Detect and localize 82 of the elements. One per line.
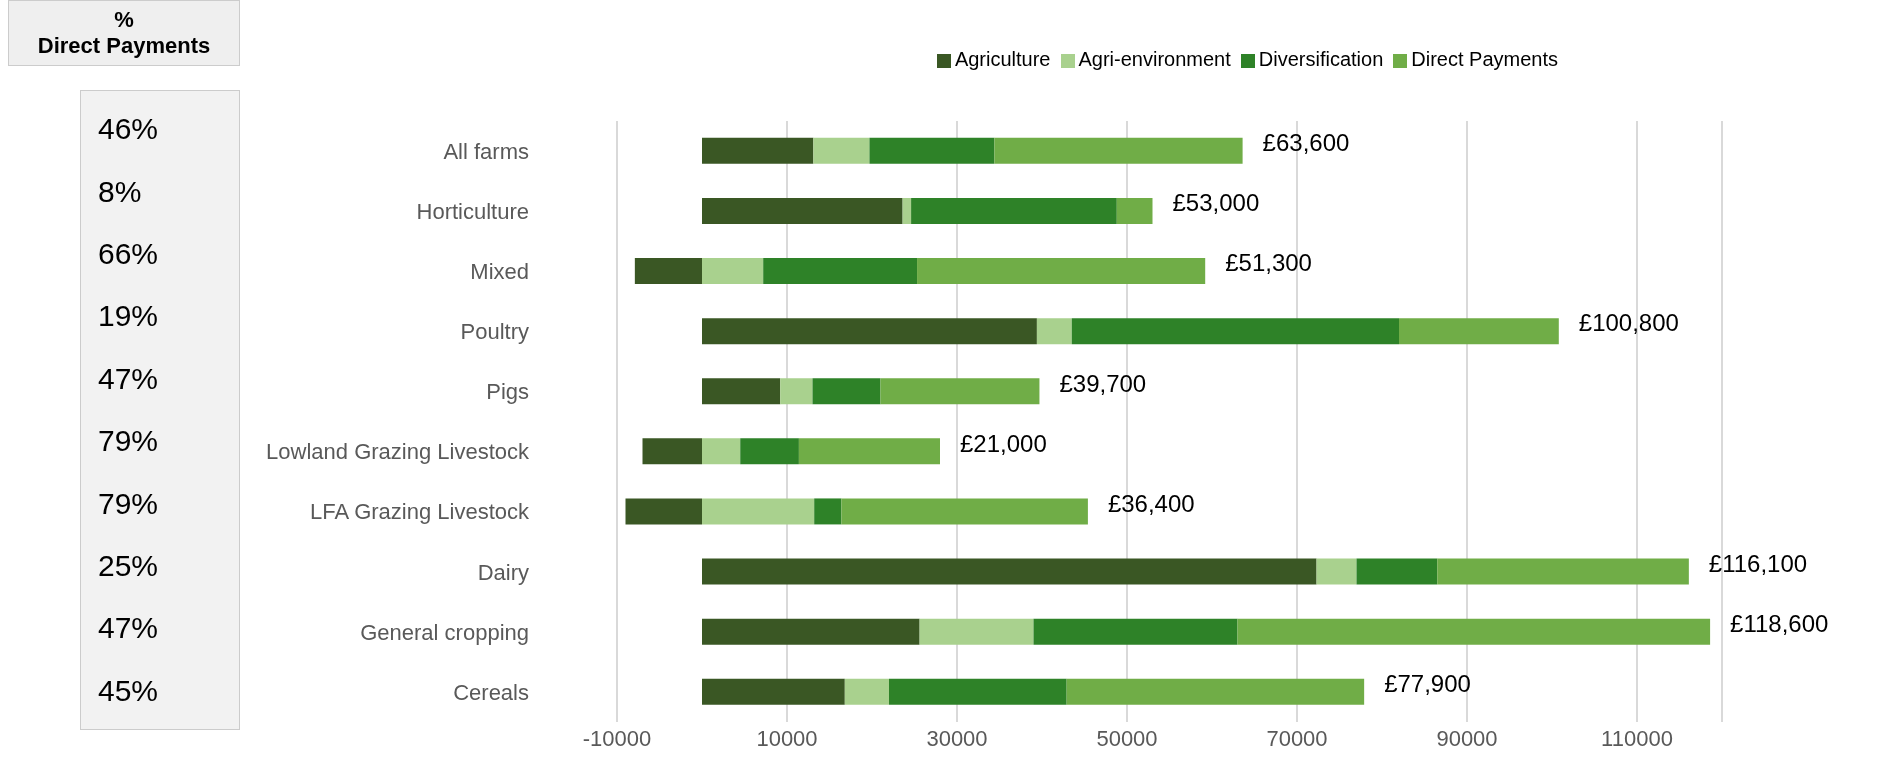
bar	[1116, 197, 1153, 224]
y-tick-label: All farms	[443, 138, 529, 164]
bar	[1036, 318, 1072, 345]
x-tick-label: 70000	[1266, 725, 1328, 751]
x-tick-label: 30000	[926, 725, 988, 751]
y-tick-label: Mixed	[470, 259, 529, 285]
bar	[813, 137, 870, 164]
bar	[642, 438, 702, 465]
total-label: £36,400	[1107, 489, 1195, 517]
bar	[841, 498, 1088, 525]
bar	[1066, 678, 1365, 705]
total-label: £39,700	[1059, 369, 1147, 397]
bar	[889, 678, 1067, 705]
y-tick-label: LFA Grazing Livestock	[310, 499, 530, 525]
total-label: £116,100	[1708, 549, 1808, 577]
total-label: £53,000	[1172, 189, 1260, 217]
total-label: £21,000	[960, 429, 1047, 457]
bar	[994, 137, 1243, 164]
bar	[1071, 318, 1399, 345]
bar	[702, 318, 1037, 345]
legend-label: Diversification	[1258, 48, 1384, 70]
legend-label: Direct Payments	[1411, 48, 1558, 70]
bar	[1399, 318, 1559, 345]
bar	[702, 678, 845, 705]
bar	[702, 558, 1317, 585]
x-tick-label: -10000	[582, 725, 652, 751]
bar	[814, 498, 842, 525]
total-label: £118,600	[1730, 609, 1829, 637]
total-label: £100,800	[1578, 309, 1679, 337]
x-tick-label: 90000	[1436, 725, 1498, 751]
bar	[1356, 558, 1438, 585]
legend-label: Agri-environment	[1078, 48, 1231, 70]
text: 47%	[98, 610, 159, 647]
bar	[740, 438, 799, 465]
y-tick-label: General cropping	[360, 619, 529, 645]
bar	[812, 378, 881, 405]
y-tick-label: Pigs	[486, 379, 529, 405]
bar	[844, 678, 889, 705]
y-tick-label: Dairy	[477, 559, 529, 585]
bar	[702, 378, 781, 405]
bar	[917, 258, 1206, 285]
bar	[1437, 558, 1689, 585]
text: 47%	[98, 360, 159, 397]
bar	[911, 197, 1117, 224]
text: 45%	[98, 672, 159, 709]
text: 19%	[98, 298, 159, 335]
text: 25%	[98, 548, 159, 584]
y-tick-label: Poultry	[460, 319, 529, 345]
total-label: £77,900	[1384, 670, 1471, 698]
bar	[880, 378, 1040, 405]
y-tick-label: Lowland Grazing Livestock	[266, 439, 530, 465]
bar	[902, 197, 912, 224]
text: 66%	[98, 236, 159, 272]
bar	[763, 258, 918, 285]
bar	[798, 438, 940, 465]
text: 8%	[98, 173, 142, 210]
bar	[702, 137, 814, 164]
legend-label: Agriculture	[954, 48, 1051, 70]
text: 79%	[98, 423, 159, 460]
text: 46%	[98, 111, 159, 148]
y-tick-label: Cereals	[453, 679, 529, 705]
bar	[1316, 558, 1357, 585]
bar	[1033, 618, 1238, 645]
total-label: £51,300	[1225, 249, 1312, 277]
bar	[702, 197, 903, 224]
bar	[702, 618, 920, 645]
x-tick-label: 50000	[1096, 725, 1158, 751]
bar	[1237, 618, 1711, 645]
bar	[780, 378, 813, 405]
bar	[702, 258, 764, 285]
x-tick-label: 110000	[1601, 725, 1673, 751]
bar	[702, 498, 815, 525]
bar	[702, 438, 741, 465]
text: 79%	[98, 485, 159, 522]
bar	[869, 137, 995, 164]
x-tick-label: 10000	[756, 725, 818, 751]
total-label: £63,600	[1262, 129, 1350, 157]
bar	[625, 498, 702, 525]
table-header: % Direct Payments	[8, 0, 240, 66]
bar	[634, 258, 702, 285]
y-tick-label: Horticulture	[416, 198, 529, 224]
bar	[919, 618, 1034, 645]
